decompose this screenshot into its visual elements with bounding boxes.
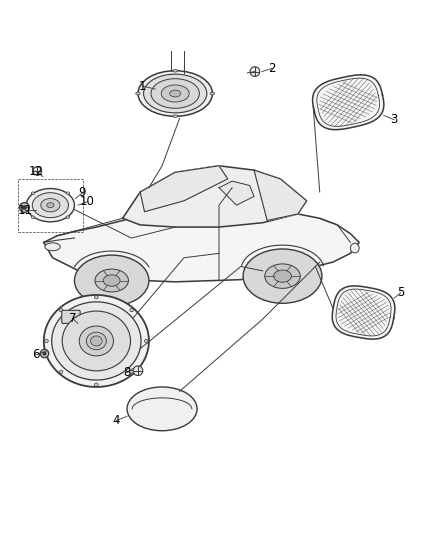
Polygon shape	[219, 181, 254, 205]
Text: 12: 12	[28, 165, 43, 177]
Ellipse shape	[173, 115, 177, 118]
Ellipse shape	[103, 275, 120, 286]
Ellipse shape	[95, 383, 98, 386]
Ellipse shape	[145, 340, 148, 343]
Ellipse shape	[62, 311, 131, 371]
Text: 7: 7	[68, 312, 76, 325]
Ellipse shape	[127, 387, 197, 431]
Ellipse shape	[95, 269, 128, 292]
Ellipse shape	[250, 67, 260, 76]
Ellipse shape	[130, 370, 134, 374]
Ellipse shape	[47, 203, 54, 208]
Polygon shape	[313, 75, 384, 130]
Ellipse shape	[243, 249, 322, 303]
Ellipse shape	[45, 243, 60, 251]
Text: 9: 9	[78, 187, 86, 199]
Text: 10: 10	[80, 195, 95, 208]
Text: 11: 11	[18, 204, 33, 217]
Ellipse shape	[79, 326, 113, 356]
Ellipse shape	[170, 90, 181, 97]
Ellipse shape	[91, 336, 102, 346]
Ellipse shape	[32, 193, 68, 217]
Text: 8: 8	[124, 366, 131, 379]
Ellipse shape	[274, 270, 291, 282]
Ellipse shape	[144, 74, 207, 113]
Polygon shape	[123, 166, 307, 227]
Ellipse shape	[45, 340, 48, 343]
Ellipse shape	[95, 296, 98, 299]
FancyBboxPatch shape	[62, 310, 80, 324]
Ellipse shape	[86, 332, 106, 350]
Ellipse shape	[33, 167, 42, 175]
Ellipse shape	[161, 85, 189, 102]
Ellipse shape	[138, 71, 212, 116]
Ellipse shape	[133, 366, 143, 376]
Ellipse shape	[350, 243, 359, 253]
Ellipse shape	[265, 264, 300, 288]
Ellipse shape	[151, 79, 199, 108]
Ellipse shape	[41, 198, 60, 212]
Polygon shape	[254, 170, 307, 221]
Ellipse shape	[31, 216, 35, 219]
Text: 2: 2	[268, 62, 276, 75]
Ellipse shape	[26, 189, 74, 222]
Ellipse shape	[130, 309, 134, 312]
Polygon shape	[332, 286, 395, 339]
Ellipse shape	[31, 192, 35, 195]
Ellipse shape	[210, 92, 215, 95]
Ellipse shape	[59, 309, 63, 312]
Ellipse shape	[66, 216, 70, 219]
Polygon shape	[140, 166, 228, 212]
Text: 5: 5	[397, 286, 404, 300]
Text: 4: 4	[112, 414, 120, 427]
Ellipse shape	[173, 69, 177, 72]
Text: 1: 1	[138, 79, 146, 93]
Ellipse shape	[66, 192, 70, 195]
Text: 3: 3	[391, 114, 398, 126]
Polygon shape	[44, 207, 359, 282]
Ellipse shape	[52, 302, 141, 380]
Ellipse shape	[74, 255, 149, 306]
Text: 6: 6	[32, 349, 40, 361]
Ellipse shape	[44, 295, 149, 387]
Ellipse shape	[136, 92, 140, 95]
Ellipse shape	[59, 370, 63, 374]
